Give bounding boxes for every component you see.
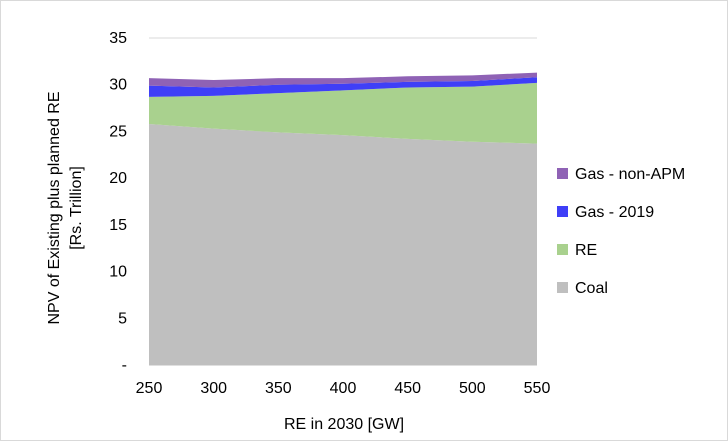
legend: Gas - non-APM Gas - 2019 RE Coal (557, 166, 685, 297)
x-tick-label: 300 (200, 380, 227, 397)
y-tick-label: 10 (109, 264, 127, 281)
x-tick-label: 400 (330, 380, 357, 397)
x-tick-label: 450 (394, 380, 421, 397)
y-tick-label: 5 (118, 310, 127, 327)
y-tick-label: 20 (109, 170, 127, 187)
area-re (149, 82, 537, 144)
legend-swatch-gas-non-apm (557, 168, 568, 179)
y-tick-labels: - 5 10 15 20 25 30 35 (109, 30, 127, 374)
area-gas-2019 (149, 77, 537, 97)
x-tick-label: 250 (136, 380, 163, 397)
legend-label-gas-2019: Gas - 2019 (575, 204, 654, 221)
legend-label-re: RE (575, 242, 597, 259)
x-tick-label: 500 (459, 380, 486, 397)
x-tick-label: 550 (524, 380, 551, 397)
area-gas-non-apm (149, 72, 537, 88)
x-tick-label: 350 (265, 380, 292, 397)
y-tick-label: 25 (109, 123, 127, 140)
legend-swatch-re (557, 244, 568, 255)
legend-label-gas-non-apm: Gas - non-APM (575, 166, 685, 183)
x-axis-title: RE in 2030 [GW] (284, 416, 404, 433)
area-series (149, 72, 537, 365)
y-tick-label: - (122, 357, 127, 374)
legend-label-coal: Coal (575, 280, 608, 297)
y-axis-title-line-2: [Rs. Trillion] (68, 166, 85, 250)
legend-swatch-gas-2019 (557, 206, 568, 217)
x-tick-labels: 250 300 350 400 450 500 550 (136, 380, 551, 397)
area-coal (149, 123, 537, 365)
y-tick-label: 15 (109, 217, 127, 234)
y-tick-label: 35 (109, 30, 127, 47)
y-axis-title-line-1: NPV of Existing plus planned RE (46, 91, 63, 324)
legend-swatch-coal (557, 282, 568, 293)
y-tick-label: 30 (109, 77, 127, 94)
